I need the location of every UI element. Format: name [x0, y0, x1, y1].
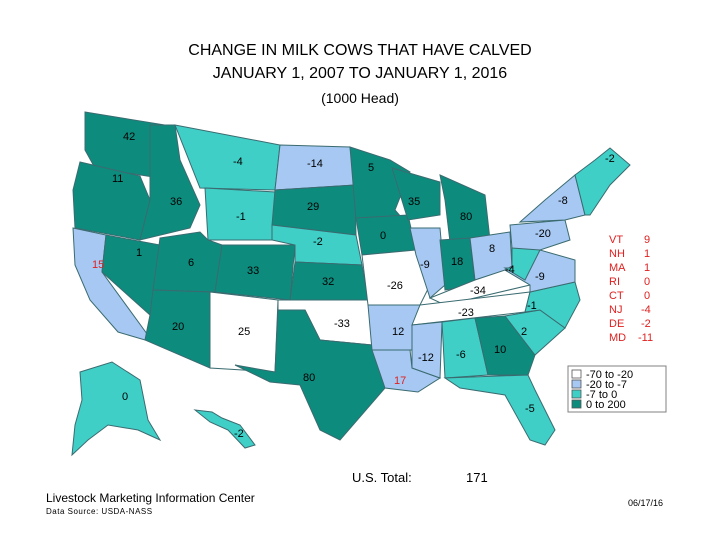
label-ks: 32 [322, 276, 334, 288]
legend-swatch-1 [571, 369, 582, 379]
state-tx [234, 309, 386, 441]
small-state-value: -11 [638, 332, 653, 344]
label-co: 33 [247, 265, 259, 277]
label-ak: 0 [122, 391, 128, 403]
label-ok: -33 [334, 318, 350, 330]
label-ms: -12 [418, 352, 434, 364]
us-total-label: U.S. Total: [352, 470, 412, 485]
small-state-value: 0 [644, 290, 650, 302]
state-new-england [574, 147, 631, 216]
title-line-2: JANUARY 1, 2007 TO JANUARY 1, 2016 [212, 65, 508, 82]
label-mi: 80 [460, 211, 472, 223]
label-wi: 35 [408, 196, 420, 208]
label-in: 18 [451, 256, 463, 268]
state-ak [71, 361, 162, 457]
label-hi: -2 [234, 428, 244, 440]
small-state-value: 9 [644, 234, 650, 246]
small-states-list: VT 9 NH 1 MA 1 RI 0 CT 0 NJ -4 DE -2 MD … [609, 234, 653, 344]
small-state-abbr: CT [609, 290, 624, 302]
state-ms [411, 321, 443, 379]
label-fl: -5 [525, 403, 535, 415]
state-fl [443, 374, 556, 446]
legend-swatch-3 [571, 389, 582, 399]
label-nd: -14 [307, 158, 323, 170]
label-il: -9 [420, 259, 430, 271]
legend-label-4: 0 to 200 [586, 399, 626, 411]
label-nc: -1 [527, 300, 537, 312]
label-va: -9 [535, 271, 545, 283]
small-state-value: 0 [644, 276, 650, 288]
label-wv: -4 [505, 264, 515, 276]
label-ga: 10 [494, 344, 506, 356]
label-nv: 1 [136, 247, 142, 259]
label-ky: -34 [470, 285, 486, 297]
legend: -70 to -20 -20 to -7 -7 to 0 0 to 200 [567, 365, 667, 413]
state-mi [439, 174, 491, 243]
label-tn: -23 [458, 307, 474, 319]
label-oh: 8 [489, 243, 495, 255]
label-wy: -1 [236, 211, 246, 223]
label-mn: 5 [368, 162, 374, 174]
label-la: 17 [394, 375, 406, 387]
state-mt [174, 124, 281, 191]
label-tx: 80 [303, 372, 315, 384]
legend-label-3: -7 to 0 [586, 389, 617, 401]
legend-label-2: -20 to -7 [586, 379, 627, 391]
label-pa: -20 [535, 228, 551, 240]
label-ia: 0 [380, 230, 386, 242]
date-stamp: 06/17/16 [628, 498, 664, 508]
legend-swatch-2 [571, 379, 582, 389]
small-state-value: 1 [644, 248, 650, 260]
data-source: Data Source: USDA-NASS [46, 507, 153, 516]
label-sd: 29 [307, 201, 319, 213]
legend-label-1: -70 to -20 [586, 369, 633, 381]
small-state-abbr: RI [609, 276, 620, 288]
state-id [139, 124, 201, 241]
source-organization: Livestock Marketing Information Center [46, 491, 255, 505]
label-ar: 12 [392, 326, 404, 338]
label-ca: 15 [92, 259, 104, 271]
label-wa: 42 [123, 131, 135, 143]
label-sc: 2 [521, 326, 527, 338]
label-new-england: -2 [605, 153, 615, 165]
state-il [409, 227, 446, 299]
label-az: 20 [172, 321, 184, 333]
label-al: -6 [456, 349, 466, 361]
small-state-abbr: VT [609, 234, 623, 246]
legend-swatch-4 [571, 399, 582, 409]
small-state-abbr: DE [609, 318, 624, 330]
label-mo: -26 [387, 280, 403, 292]
legend-box [567, 365, 667, 413]
label-ne: -2 [313, 236, 323, 248]
state-ga [474, 315, 536, 376]
small-state-abbr: NH [609, 248, 625, 260]
label-or: 11 [112, 173, 123, 185]
label-id: 36 [170, 196, 182, 208]
label-nm: 25 [238, 326, 250, 338]
state-ny [518, 174, 586, 223]
small-state-abbr: NJ [609, 304, 622, 316]
state-mo [361, 249, 431, 306]
small-state-value: 1 [644, 262, 650, 274]
us-total-value: 171 [466, 470, 488, 485]
subtitle: (1000 Head) [321, 90, 399, 106]
small-state-abbr: MA [609, 262, 626, 274]
small-state-value: -2 [641, 318, 651, 330]
state-hi [193, 409, 256, 449]
title-line-1: CHANGE IN MILK COWS THAT HAVE CALVED [188, 42, 532, 59]
label-mt: -4 [233, 156, 243, 168]
label-ny: -8 [558, 195, 568, 207]
small-state-abbr: MD [609, 332, 626, 344]
state-wi [391, 167, 441, 221]
small-state-value: -4 [641, 304, 651, 316]
label-ut: 6 [188, 257, 194, 269]
state-az [144, 289, 211, 369]
